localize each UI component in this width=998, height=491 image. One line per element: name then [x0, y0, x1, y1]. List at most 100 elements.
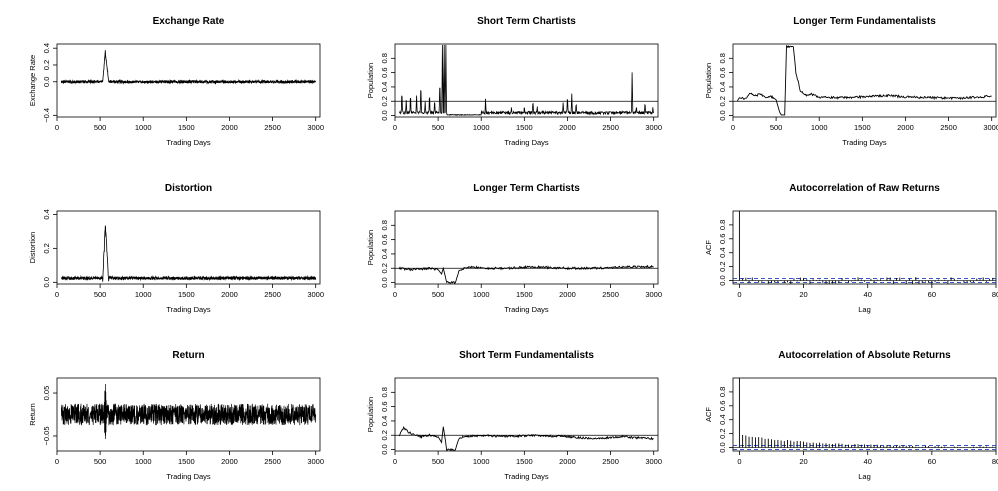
x-axis-label: Trading Days — [166, 472, 211, 481]
x-tick-label: 3000 — [307, 457, 324, 466]
x-tick-label: 2500 — [602, 290, 619, 299]
plot-area — [733, 45, 996, 116]
panel-title: Return — [172, 350, 204, 361]
y-tick-label: 0.8 — [718, 220, 727, 230]
x-tick-label: 40 — [864, 290, 872, 299]
y-tick-label: 0.0 — [42, 77, 51, 87]
plot-frame — [394, 43, 659, 118]
x-tick-label: 500 — [432, 290, 445, 299]
y-axis-label: ACF — [704, 407, 713, 422]
plot-area — [60, 225, 317, 282]
panel-title: Short Term Fundamentalists — [459, 350, 594, 361]
series-line — [60, 225, 317, 282]
x-tick-label: 0 — [55, 290, 59, 299]
x-tick-label: 1500 — [854, 123, 871, 132]
y-axis-label: Population — [366, 63, 375, 98]
y-tick-label: 0.8 — [380, 53, 389, 63]
y-axis-label: Population — [704, 63, 713, 98]
y-axis-label: Return — [28, 403, 37, 426]
x-tick-label: 2500 — [264, 123, 281, 132]
plot-area — [395, 264, 658, 284]
x-tick-label: 2000 — [221, 457, 238, 466]
y-tick-label: 0.2 — [718, 96, 727, 106]
y-tick-label: 0.8 — [380, 220, 389, 230]
y-tick-label: 0.2 — [718, 261, 727, 271]
x-tick-label: 1000 — [811, 123, 828, 132]
series-line — [398, 44, 654, 116]
x-tick-label: 1000 — [473, 290, 490, 299]
panel-return: Return 0 500 1000 1500 2000 2500 3000 −0.05 0.05 T… — [28, 350, 324, 481]
y-tick-label: 0.0 — [718, 275, 727, 285]
series-line — [398, 264, 654, 284]
plot-frame — [732, 377, 997, 452]
y-tick-label: 0.4 — [380, 249, 389, 259]
y-tick-label: 0.4 — [380, 82, 389, 92]
y-tick-label: 0.8 — [718, 53, 727, 63]
y-tick-label: 0.2 — [380, 430, 389, 440]
y-axis-label: ACF — [704, 240, 713, 255]
y-tick-label: 0.0 — [380, 110, 389, 120]
panel-title: Autocorrelation of Absolute Returns — [778, 350, 951, 361]
x-axis-label: Trading Days — [504, 472, 549, 481]
x-tick-label: 20 — [799, 290, 807, 299]
panel-title: Short Term Chartists — [477, 16, 576, 27]
panel-exchange-rate: Exchange Rate 0 500 1000 1500 2000 2500 3000 −0.… — [28, 16, 324, 147]
plot-area — [60, 383, 317, 440]
x-tick-label: 0 — [55, 457, 59, 466]
plot-frame — [56, 43, 321, 118]
x-tick-label: 2500 — [264, 290, 281, 299]
x-tick-label: 1500 — [516, 290, 533, 299]
x-tick-label: 0 — [731, 123, 735, 132]
x-tick-label: 2500 — [602, 457, 619, 466]
y-tick-label: 0.05 — [42, 386, 51, 401]
x-tick-label: 2000 — [221, 290, 238, 299]
x-tick-label: 3000 — [983, 123, 998, 132]
x-tick-label: 1000 — [135, 123, 152, 132]
y-tick-label: 0.8 — [718, 387, 727, 397]
panel-title: Exchange Rate — [153, 16, 225, 27]
y-tick-label: 0.0 — [380, 444, 389, 454]
x-tick-label: 60 — [928, 457, 936, 466]
x-tick-label: 500 — [770, 123, 783, 132]
y-tick-label: 0.0 — [718, 110, 727, 120]
x-tick-label: 0 — [737, 290, 741, 299]
y-tick-label: 0.4 — [718, 414, 727, 424]
x-tick-label: 3000 — [307, 290, 324, 299]
plot-area — [60, 50, 317, 85]
series-line — [398, 425, 654, 451]
y-axis-label: Population — [366, 397, 375, 432]
x-axis-label: Trading Days — [504, 138, 549, 147]
x-tick-label: 0 — [55, 123, 59, 132]
panel-title: Autocorrelation of Raw Returns — [789, 183, 940, 194]
y-tick-label: 0.2 — [380, 263, 389, 273]
y-tick-label: 0.6 — [380, 67, 389, 77]
y-tick-label: 0.4 — [718, 247, 727, 257]
panel-title: Longer Term Fundamentalists — [793, 16, 936, 27]
y-axis-label: Population — [366, 230, 375, 265]
plot-area — [733, 211, 996, 284]
x-tick-label: 3000 — [307, 123, 324, 132]
y-tick-label: 0.6 — [380, 401, 389, 411]
x-axis-label: Trading Days — [842, 138, 887, 147]
panel-autocorr-abs: Autocorrelation of Absolute Returns 0 20 40… — [704, 350, 998, 481]
y-tick-label: 0.6 — [380, 234, 389, 244]
x-axis-label: Lag — [858, 305, 871, 314]
x-tick-label: 0 — [393, 123, 397, 132]
x-tick-label: 1000 — [135, 290, 152, 299]
x-tick-label: 1000 — [135, 457, 152, 466]
x-tick-label: 3000 — [645, 457, 662, 466]
panel-short-term-chartists: Short Term Chartists 0 500 1000 1500 2000 2500… — [366, 16, 662, 147]
x-tick-label: 1000 — [473, 123, 490, 132]
y-tick-label: 0.0 — [718, 442, 727, 452]
x-axis-label: Trading Days — [166, 305, 211, 314]
panel-autocorr-raw: Autocorrelation of Raw Returns 0 20 40 60 80 0… — [704, 183, 998, 314]
y-tick-label: 0.6 — [718, 67, 727, 77]
x-tick-label: 2500 — [264, 457, 281, 466]
y-tick-label: 0.8 — [380, 387, 389, 397]
plot-area — [395, 44, 658, 116]
x-tick-label: 20 — [799, 457, 807, 466]
plot-frame — [56, 377, 321, 452]
y-axis-label: Exchange Rate — [28, 55, 37, 106]
plot-frame — [394, 377, 659, 452]
y-tick-label: 0.2 — [380, 96, 389, 106]
